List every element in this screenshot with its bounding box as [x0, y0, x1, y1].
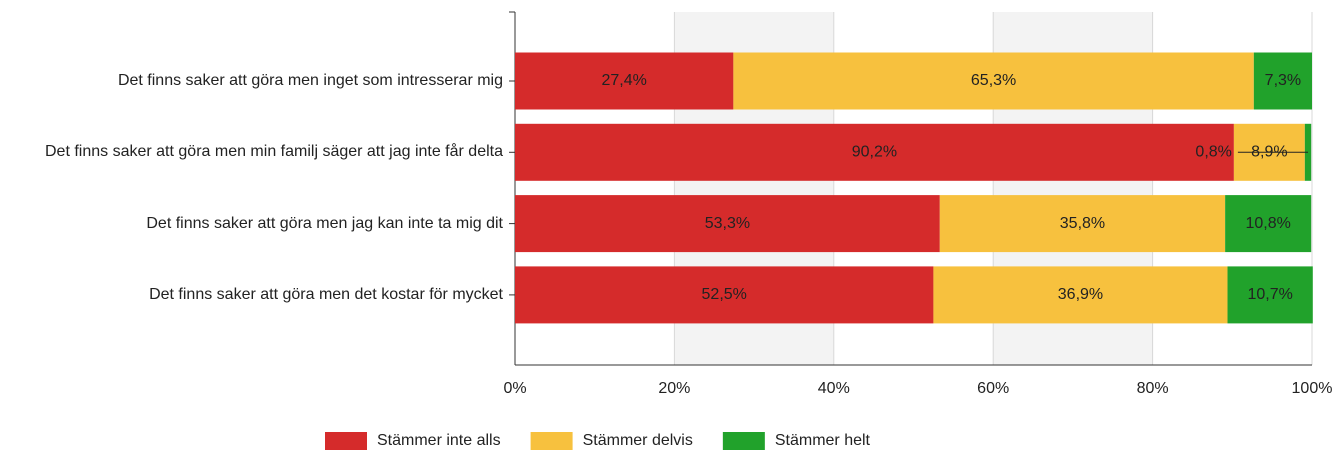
legend-label: Stämmer delvis [583, 432, 693, 449]
data-label: 0,8% [1195, 144, 1231, 161]
data-label: 53,3% [705, 215, 750, 232]
bar-segment [933, 266, 1228, 324]
x-tick-label: 0% [503, 380, 526, 397]
data-label: 35,8% [1060, 215, 1105, 232]
category-label: Det finns saker att göra men det kostar … [149, 285, 503, 303]
data-label: 36,9% [1058, 286, 1103, 303]
legend-swatch [325, 432, 367, 450]
bar-segment [1225, 195, 1312, 253]
legend-label: Stämmer helt [775, 432, 871, 449]
bar-segment [515, 195, 940, 253]
data-label: 7,3% [1265, 72, 1301, 89]
data-label: 52,5% [702, 286, 747, 303]
legend-swatch [530, 432, 573, 450]
x-tick-label: 20% [658, 380, 690, 397]
bar-segment [515, 266, 934, 324]
bar-segment [733, 52, 1254, 110]
x-tick-label: 100% [1292, 380, 1333, 397]
bar-segment [1227, 266, 1313, 324]
x-tick-label: 40% [818, 380, 850, 397]
data-label: 65,3% [971, 72, 1016, 89]
data-label: 27,4% [602, 72, 647, 89]
legend-swatch [722, 432, 765, 450]
bar-segment [1253, 52, 1312, 110]
bar-segment [515, 52, 734, 110]
category-label: Det finns saker att göra men min familj … [45, 143, 503, 161]
bar-segment [939, 195, 1226, 253]
bar-segment [515, 123, 1234, 181]
category-label: Det finns saker att göra men inget som i… [117, 72, 503, 89]
data-label: 90,2% [852, 144, 897, 161]
data-label: 10,8% [1245, 215, 1290, 232]
x-tick-label: 80% [1137, 380, 1169, 397]
data-label: 10,7% [1247, 286, 1292, 303]
legend-label: Stämmer inte alls [377, 432, 501, 449]
x-tick-label: 60% [977, 380, 1009, 397]
category-label: Det finns saker att göra men jag kan int… [146, 214, 503, 232]
